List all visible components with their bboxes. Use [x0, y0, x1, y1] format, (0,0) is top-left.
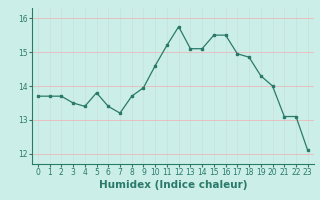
X-axis label: Humidex (Indice chaleur): Humidex (Indice chaleur) — [99, 180, 247, 190]
